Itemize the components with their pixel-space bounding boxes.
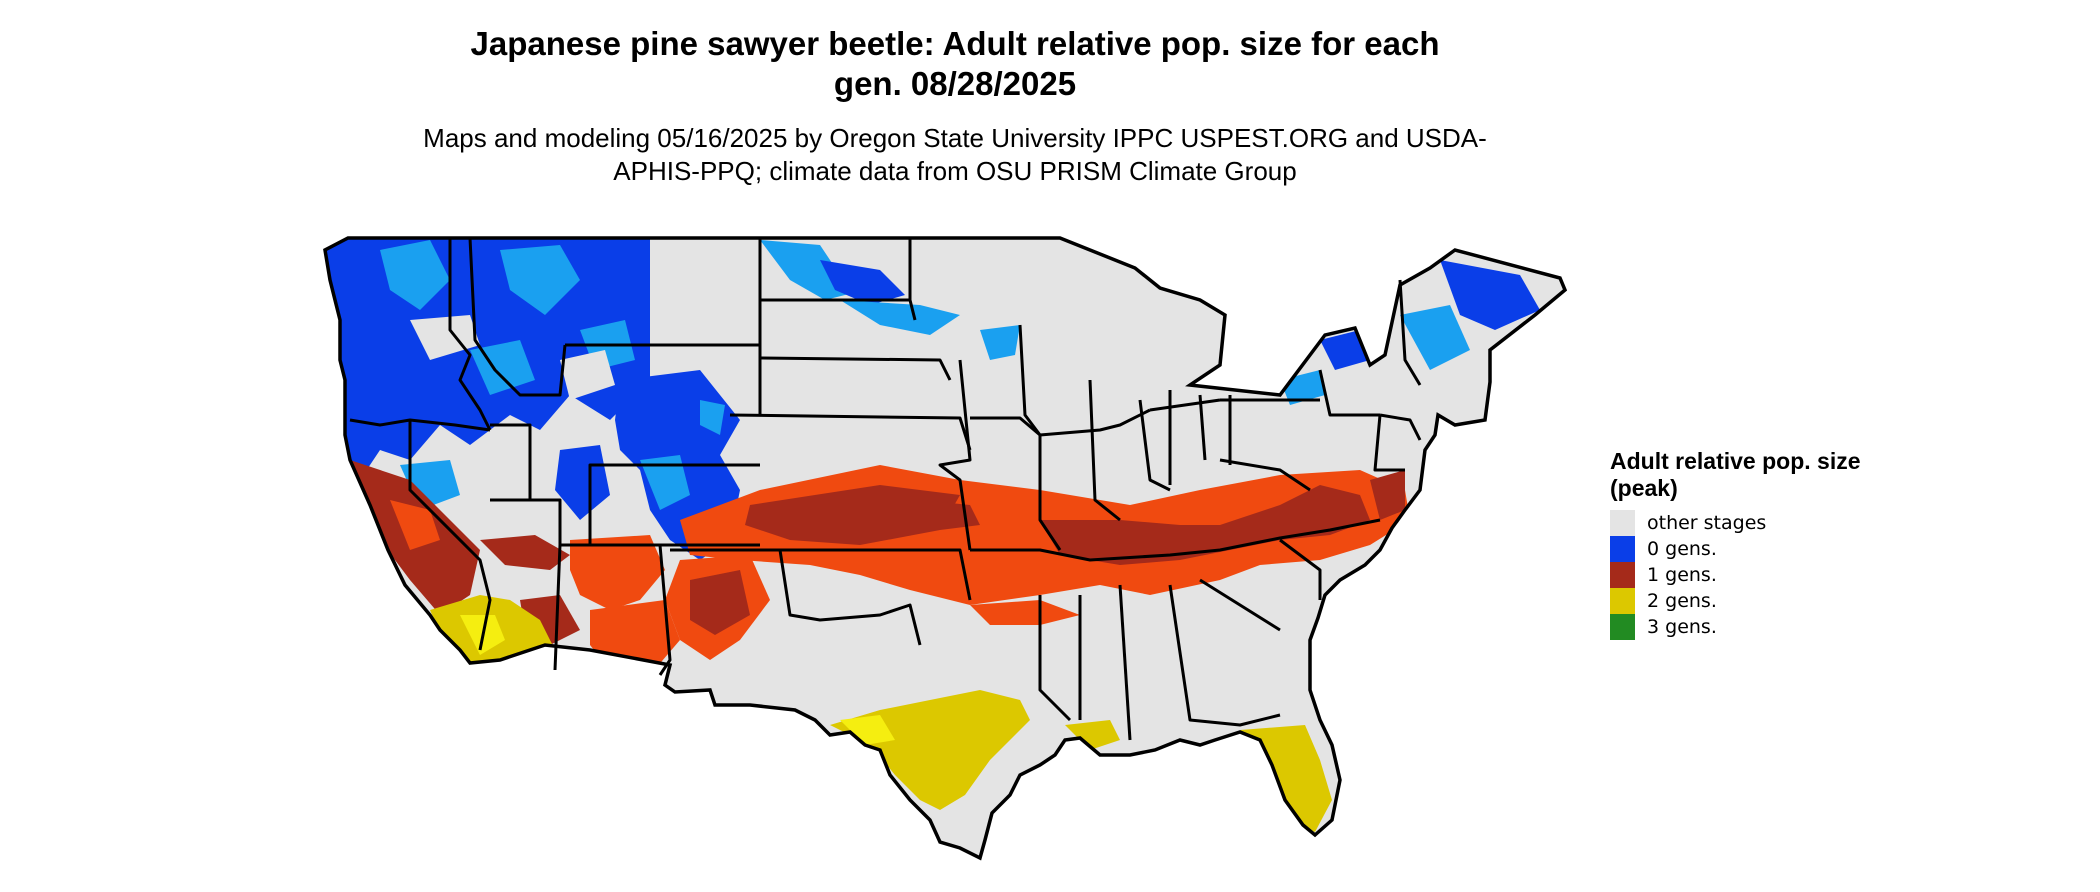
map-subtitle: Maps and modeling 05/16/2025 by Oregon S… bbox=[423, 123, 1487, 186]
legend-item: 0 gens. bbox=[1610, 536, 1870, 562]
legend-item: 2 gens. bbox=[1610, 588, 1870, 614]
legend-swatch bbox=[1610, 614, 1635, 640]
map-title: Japanese pine sawyer beetle: Adult relat… bbox=[470, 25, 1440, 102]
us-map bbox=[323, 236, 1567, 860]
legend-item: other stages bbox=[1610, 510, 1870, 536]
legend-swatch bbox=[1610, 562, 1635, 588]
legend-label: other stages bbox=[1647, 512, 1767, 534]
legend-swatch bbox=[1610, 536, 1635, 562]
legend-label: 0 gens. bbox=[1647, 538, 1717, 560]
legend-swatch bbox=[1610, 510, 1635, 536]
legend-label: 2 gens. bbox=[1647, 590, 1717, 612]
map-legend: Adult relative pop. size (peak) other st… bbox=[1610, 448, 1870, 640]
legend-item: 1 gens. bbox=[1610, 562, 1870, 588]
legend-title: Adult relative pop. size (peak) bbox=[1610, 448, 1861, 501]
legend-items: other stages 0 gens. 1 gens. 2 gens. 3 gens. bbox=[1610, 510, 1870, 640]
legend-item: 3 gens. bbox=[1610, 614, 1870, 640]
legend-label: 3 gens. bbox=[1647, 616, 1717, 638]
legend-swatch bbox=[1610, 588, 1635, 614]
legend-label: 1 gens. bbox=[1647, 564, 1717, 586]
